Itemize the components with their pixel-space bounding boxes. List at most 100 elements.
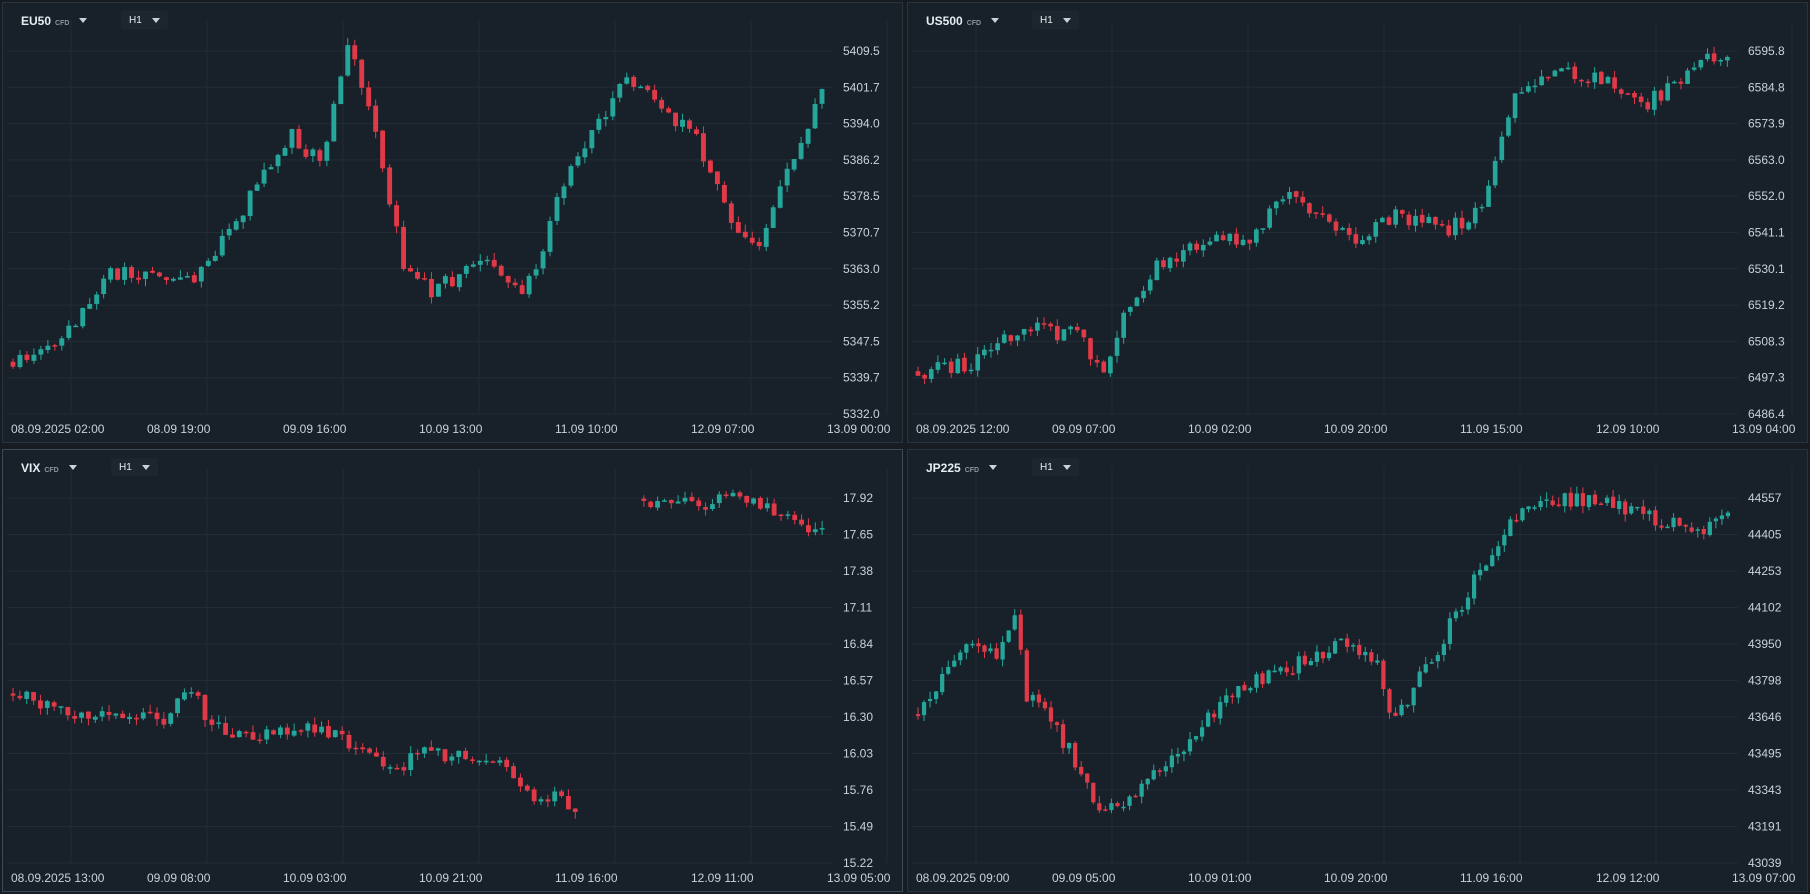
candle-down [641,495,647,507]
candle-body [1711,53,1717,62]
candle-body [554,197,560,221]
candle-body [1247,239,1253,244]
candle-body [51,702,57,707]
x-tick-label: 09.09 05:00 [1052,871,1116,885]
candle-down [339,726,345,740]
candle-down [415,267,420,281]
candle-down [915,366,921,377]
candle-body [463,750,468,760]
candle-body [1585,81,1591,84]
candle-up [538,796,544,806]
candle-up [226,223,232,240]
candle-body [1659,525,1664,528]
candle-body [1284,667,1289,673]
candle-up [1453,608,1459,622]
candle-body [352,45,358,60]
candle-up [198,265,204,288]
candlestick-chart[interactable]: 17.92 17.65 17.38 17.11 16.84 16.57 16.30 16.03… [3,450,902,891]
symbol-selector[interactable]: EU50 CFD [21,14,88,28]
symbol-selector[interactable]: JP225 CFD [926,461,998,475]
candle-down [120,710,126,719]
candle-body [687,120,692,129]
candle-body [359,59,365,88]
candles [915,486,1731,814]
timeframe-selector[interactable]: H1 [1032,458,1079,476]
chart-panel-us500[interactable]: 6595.8 6584.8 6573.9 6563.0 6552.0 6541.1 6530… [907,2,1808,443]
candle-body [799,519,804,525]
chevron-down-icon [141,464,150,470]
candle-up [1499,131,1505,163]
candle-body [422,278,427,280]
candle-down [65,706,71,721]
candle-body [1678,81,1684,84]
candlestick-chart[interactable]: 6595.8 6584.8 6573.9 6563.0 6552.0 6541.1 6530… [908,3,1807,442]
candle-down [1572,62,1578,84]
candle-up [1665,524,1670,529]
candle-up [1360,235,1365,246]
candle-body [1015,335,1020,341]
candle-body [1103,809,1108,811]
candle-up [1287,187,1292,205]
symbol-selector[interactable]: VIX CFD [21,461,77,475]
candle-body [1520,508,1525,521]
candle-body [723,494,729,497]
candle-up [332,729,338,738]
candle-body [1267,208,1272,228]
candle-down [367,747,372,755]
symbol-selector[interactable]: US500 CFD [926,14,1000,28]
candle-down [1008,334,1014,346]
timeframe-selector[interactable]: H1 [111,458,158,476]
candle-body [134,717,139,720]
x-tick-label: 09.09 07:00 [1052,422,1116,436]
candle-body [1230,695,1235,698]
candle-body [812,104,818,129]
candle-body [31,354,37,361]
candle-down [1091,782,1096,805]
candle-body [284,727,290,735]
candle-down [1024,648,1029,703]
candle-up [212,250,218,262]
y-tick-label: 5355.2 [843,298,880,312]
candle-up [387,764,393,774]
symbol-name: EU50 [21,14,52,28]
candle-body [707,160,713,173]
candle-down [559,789,564,798]
candle-up [1127,794,1132,811]
candle-down [1406,211,1412,230]
candlestick-chart[interactable]: 44557 44405 44253 44102 43950 43798 43646 43495… [908,450,1807,891]
candle-up [675,495,681,504]
candle-down [1074,322,1080,333]
candle-body [1435,655,1440,662]
chart-panel-jp225[interactable]: 44557 44405 44253 44102 43950 43798 43646 43495… [907,449,1808,892]
chart-panel-vix[interactable]: 17.92 17.65 17.38 17.11 16.84 16.57 16.30 16.03… [2,449,903,892]
candle-body [721,185,727,203]
candle-body [401,767,407,771]
candle-up [175,697,180,718]
candle-body [374,752,379,757]
candle-body [226,228,232,236]
chart-panel-eu50[interactable]: 5409.5 5401.7 5394.0 5386.2 5378.5 5370.7 5363… [2,2,903,443]
candle-up [408,746,414,777]
candle-up [1559,67,1564,72]
candle-body [449,276,455,287]
candle-down [1568,487,1573,511]
candle-body [1042,701,1048,709]
candle-down [519,279,525,295]
x-tick-label: 09.09 16:00 [283,422,347,436]
candle-up [975,347,981,377]
candle-down [1079,761,1084,777]
candle-body [394,767,400,770]
candle-body [1559,68,1564,72]
candle-body [66,325,72,338]
candle-up [1725,510,1731,519]
candlestick-chart[interactable]: 5409.5 5401.7 5394.0 5386.2 5378.5 5370.7 5363… [3,3,902,442]
candle-body [1486,185,1491,207]
candle-down [714,171,720,191]
timeframe-selector[interactable]: H1 [121,11,168,29]
candle-up [1121,310,1126,344]
candle-up [1214,231,1219,242]
candle-body [982,349,987,356]
x-tick-label: 11.09 16:00 [1460,871,1523,885]
timeframe-selector[interactable]: H1 [1032,11,1079,29]
candle-body [1373,222,1379,237]
